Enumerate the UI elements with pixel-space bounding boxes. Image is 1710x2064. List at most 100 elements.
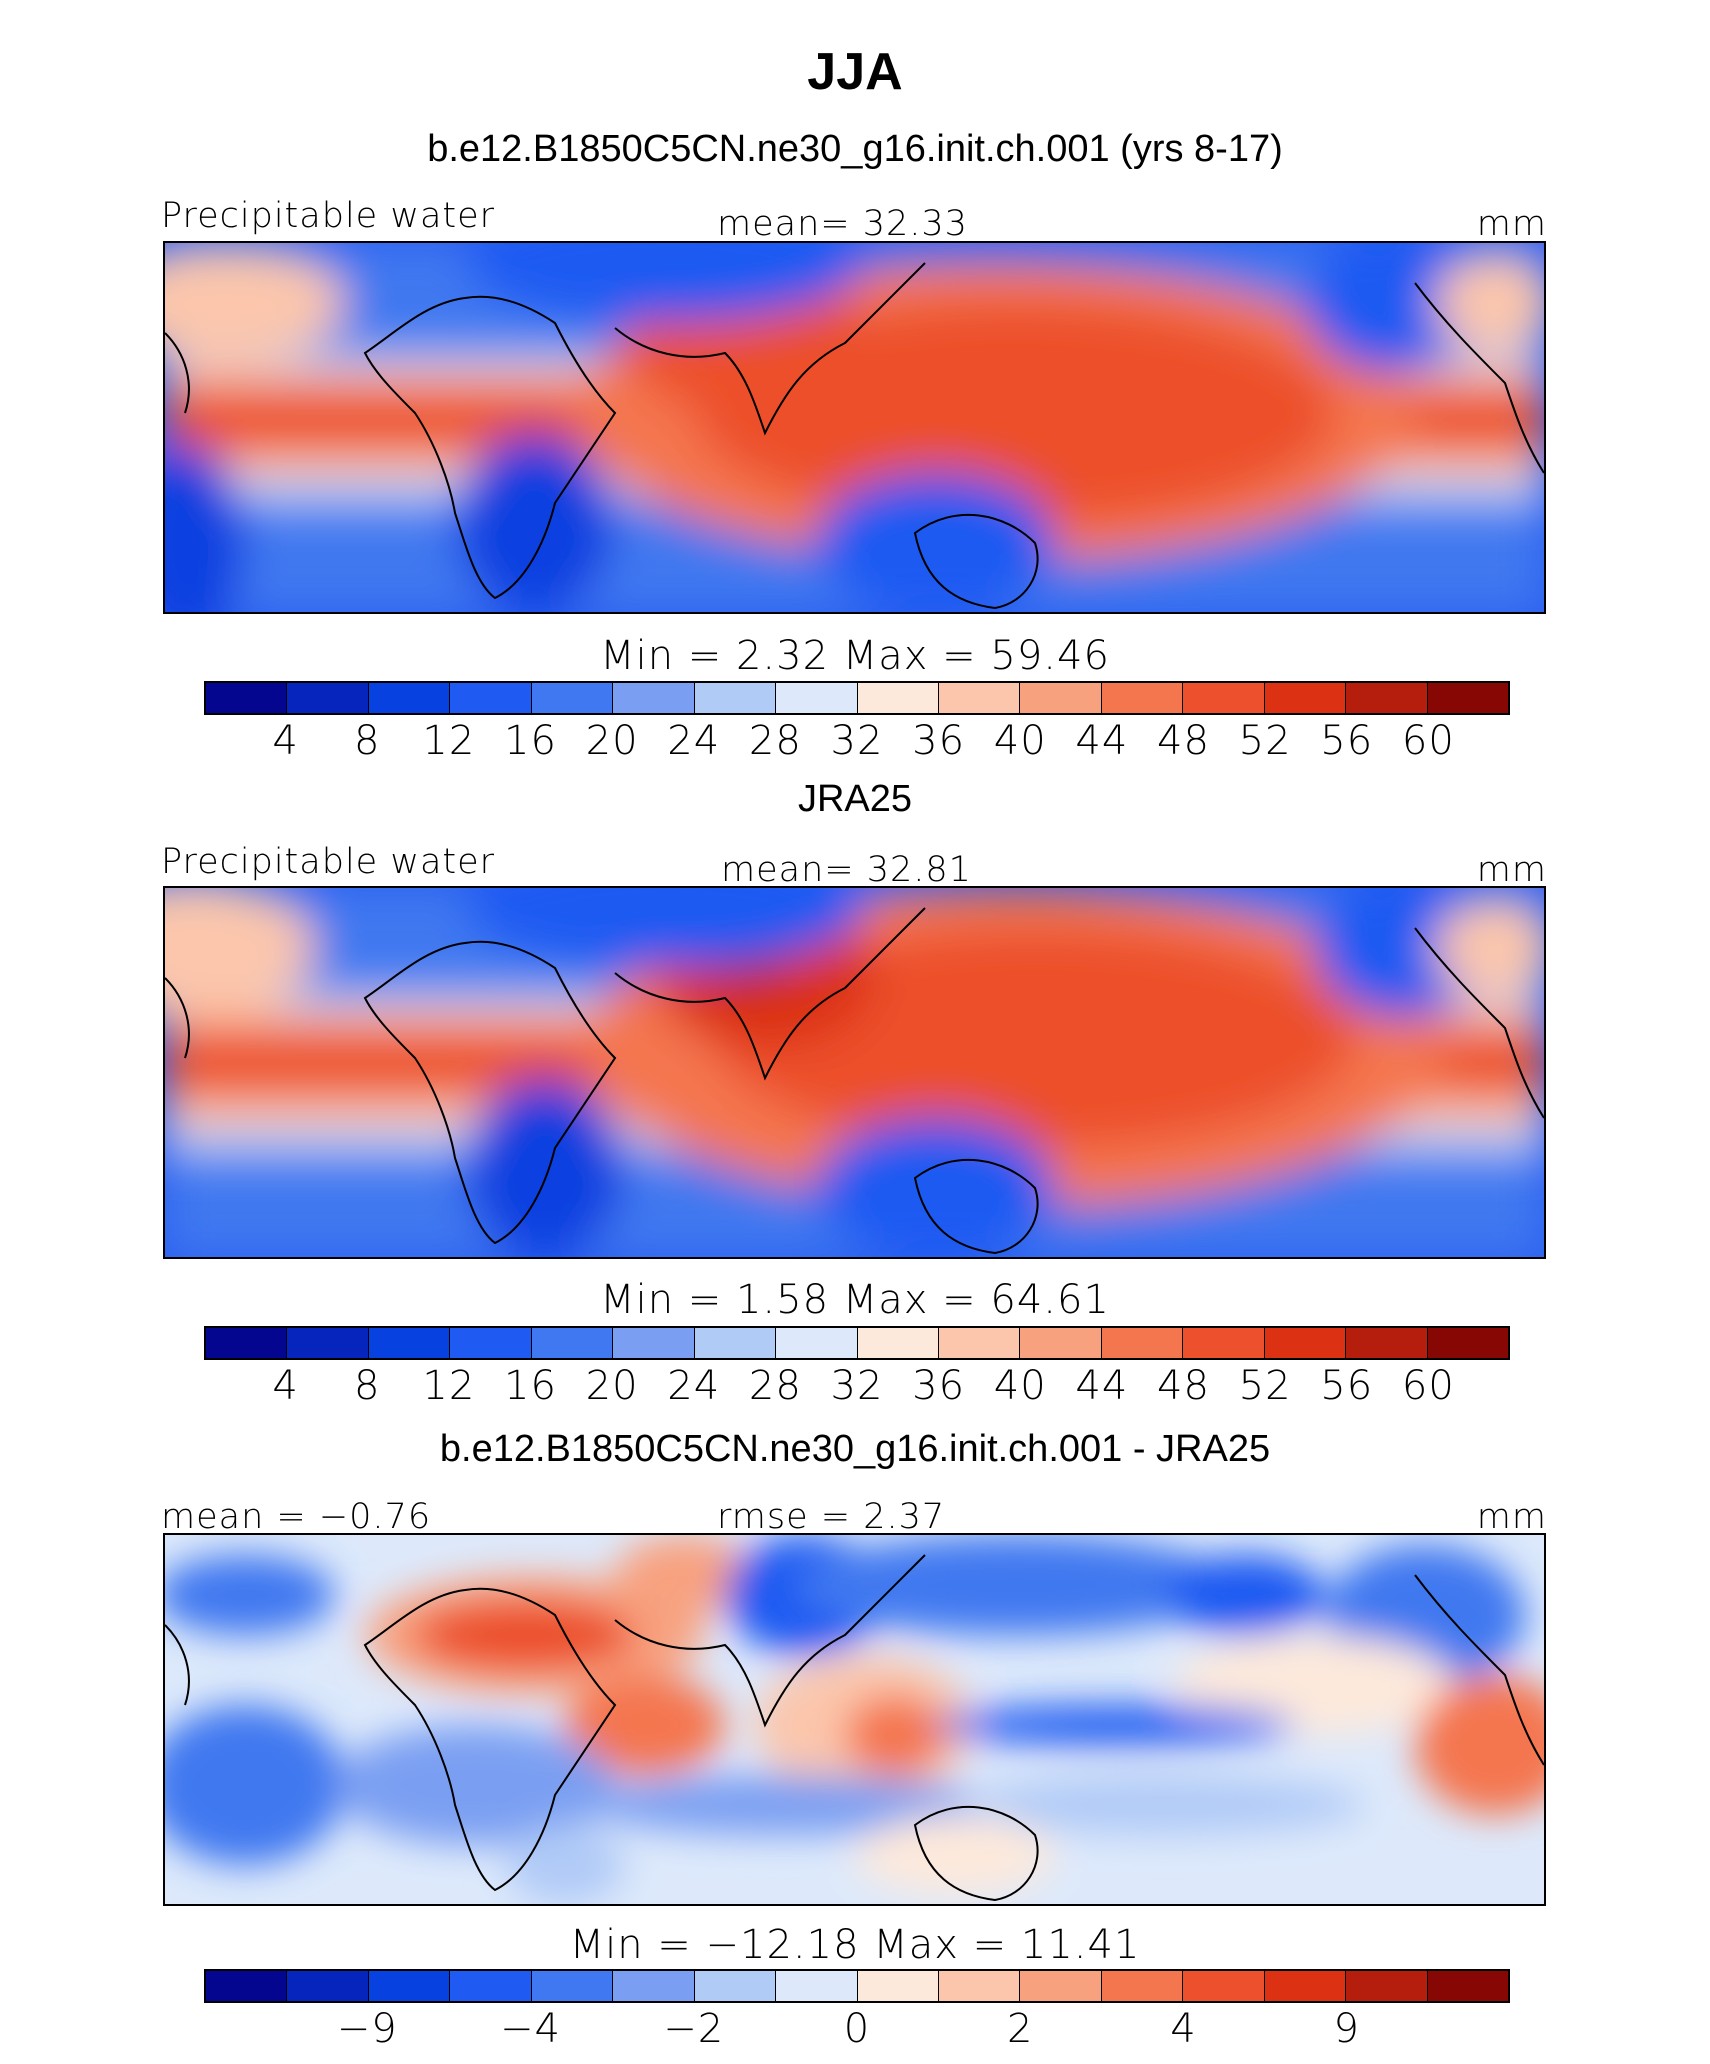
panel-2-colorbar <box>204 1326 1510 1360</box>
panel-3-minmax: Min = −12.18 Max = 11.41 <box>569 1922 1141 1968</box>
colorbar-tick-label: 40 <box>993 1363 1047 1409</box>
colorbar-segment <box>531 683 614 713</box>
colorbar-segment <box>1264 683 1347 713</box>
colorbar-tick-label: 12 <box>422 1363 476 1409</box>
colorbar-segment <box>857 683 939 713</box>
colorbar-tick-label: 16 <box>504 718 557 764</box>
colorbar-segment <box>776 683 858 713</box>
panel-2-map-svg <box>165 888 1544 1257</box>
colorbar-tick-label: 60 <box>1401 718 1455 764</box>
colorbar-tick-label: 20 <box>585 1363 639 1409</box>
panel-3-colorbar-ticks: −9 −4 −2 0 2 4 9 <box>204 2006 1510 2056</box>
colorbar-tick-label: 44 <box>1075 1363 1129 1409</box>
colorbar-segment <box>1101 1328 1184 1358</box>
colorbar-tick-label: 56 <box>1320 718 1374 764</box>
colorbar-segment <box>776 1971 858 2001</box>
colorbar-segment <box>857 1971 939 2001</box>
colorbar-tick-label: 56 <box>1320 1363 1374 1409</box>
panel-1-mean-label: mean= 32.33 <box>717 204 968 244</box>
colorbar-segment <box>1264 1328 1347 1358</box>
colorbar-segment <box>613 1328 695 1358</box>
panel-3-colorbar <box>204 1969 1510 2003</box>
colorbar-segment <box>1346 683 1428 713</box>
colorbar-segment <box>206 1971 288 2001</box>
colorbar-tick-label: 28 <box>748 1363 802 1409</box>
colorbar-tick-label: 4 <box>272 718 299 764</box>
colorbar-segment <box>1346 1328 1428 1358</box>
colorbar-tick-label: 40 <box>993 718 1047 764</box>
colorbar-tick-label: 0 <box>843 2006 871 2052</box>
colorbar-segment <box>450 683 532 713</box>
colorbar-segment <box>1183 1328 1265 1358</box>
panel-2-mean-label: mean= 32.81 <box>721 850 972 890</box>
colorbar-tick-label: 36 <box>912 1363 966 1409</box>
colorbar-segment <box>1264 1971 1347 2001</box>
colorbar-tick-label: 4 <box>1170 2006 1197 2052</box>
colorbar-tick-label: 8 <box>354 1363 381 1409</box>
colorbar-tick-label: −4 <box>500 2006 561 2052</box>
colorbar-tick-label: 24 <box>667 718 721 764</box>
colorbar-segment <box>450 1971 532 2001</box>
colorbar-segment <box>531 1328 614 1358</box>
colorbar-tick-label: −9 <box>336 2006 398 2052</box>
panel-1-units-label: mm <box>1476 204 1547 244</box>
colorbar-tick-label: 32 <box>830 1363 884 1409</box>
colorbar-tick-label: 28 <box>748 718 802 764</box>
panel-3-units-label: mm <box>1476 1497 1547 1537</box>
colorbar-segment <box>1101 683 1184 713</box>
colorbar-tick-label: 12 <box>422 718 476 764</box>
figure-title: JJA <box>807 43 903 101</box>
colorbar-segment <box>531 1971 614 2001</box>
panel-1-variable-label: Precipitable water <box>161 196 496 236</box>
colorbar-segment <box>1427 683 1508 713</box>
colorbar-tick-label: 20 <box>585 718 639 764</box>
colorbar-segment <box>287 1328 369 1358</box>
colorbar-segment <box>1101 1971 1184 2001</box>
colorbar-segment <box>694 1971 777 2001</box>
colorbar-segment <box>694 683 777 713</box>
panel-1-colorbar <box>204 681 1510 715</box>
panel-1-map <box>163 241 1546 614</box>
colorbar-tick-label: 32 <box>830 718 884 764</box>
panel-3-title: b.e12.B1850C5CN.ne30_g16.init.ch.001 - J… <box>439 1428 1271 1470</box>
panel-2-map <box>163 886 1546 1259</box>
colorbar-segment <box>694 1328 777 1358</box>
colorbar-segment <box>450 1328 532 1358</box>
colorbar-segment <box>938 683 1021 713</box>
colorbar-tick-label: 60 <box>1401 1363 1455 1409</box>
colorbar-tick-label: 9 <box>1333 2006 1360 2052</box>
colorbar-tick-label: 48 <box>1157 718 1210 764</box>
colorbar-segment <box>368 1971 451 2001</box>
colorbar-tick-label: 8 <box>354 718 381 764</box>
colorbar-segment <box>613 683 695 713</box>
colorbar-tick-label: −2 <box>663 2006 725 2052</box>
colorbar-tick-label: 44 <box>1075 718 1129 764</box>
colorbar-segment <box>1020 683 1102 713</box>
panel-3-mean-label: mean = −0.76 <box>161 1497 432 1537</box>
colorbar-tick-label: 4 <box>272 1363 299 1409</box>
colorbar-segment <box>1020 1328 1102 1358</box>
colorbar-segment <box>1346 1971 1428 2001</box>
colorbar-tick-label: 16 <box>504 1363 557 1409</box>
panel-3-map <box>163 1533 1546 1906</box>
colorbar-tick-label: 48 <box>1157 1363 1210 1409</box>
colorbar-segment <box>613 1971 695 2001</box>
colorbar-segment <box>1427 1328 1508 1358</box>
panel-2-title: JRA25 <box>797 778 913 820</box>
colorbar-segment <box>857 1328 939 1358</box>
colorbar-segment <box>368 683 451 713</box>
panel-1-colorbar-ticks: 4 8 12 16 20 24 28 32 36 40 44 48 52 56 60 <box>204 718 1510 768</box>
colorbar-segment <box>206 683 288 713</box>
colorbar-segment <box>287 683 369 713</box>
colorbar-tick-label: 36 <box>912 718 966 764</box>
colorbar-segment <box>938 1971 1021 2001</box>
colorbar-tick-label: 52 <box>1238 1363 1292 1409</box>
colorbar-segment <box>1427 1971 1508 2001</box>
colorbar-segment <box>938 1328 1021 1358</box>
colorbar-tick-label: 52 <box>1238 718 1292 764</box>
panel-2-units-label: mm <box>1476 850 1547 890</box>
colorbar-tick-label: 2 <box>1007 2006 1034 2052</box>
colorbar-segment <box>1183 1971 1265 2001</box>
panel-2-minmax: Min = 1.58 Max = 64.61 <box>600 1277 1110 1323</box>
colorbar-segment <box>1183 683 1265 713</box>
